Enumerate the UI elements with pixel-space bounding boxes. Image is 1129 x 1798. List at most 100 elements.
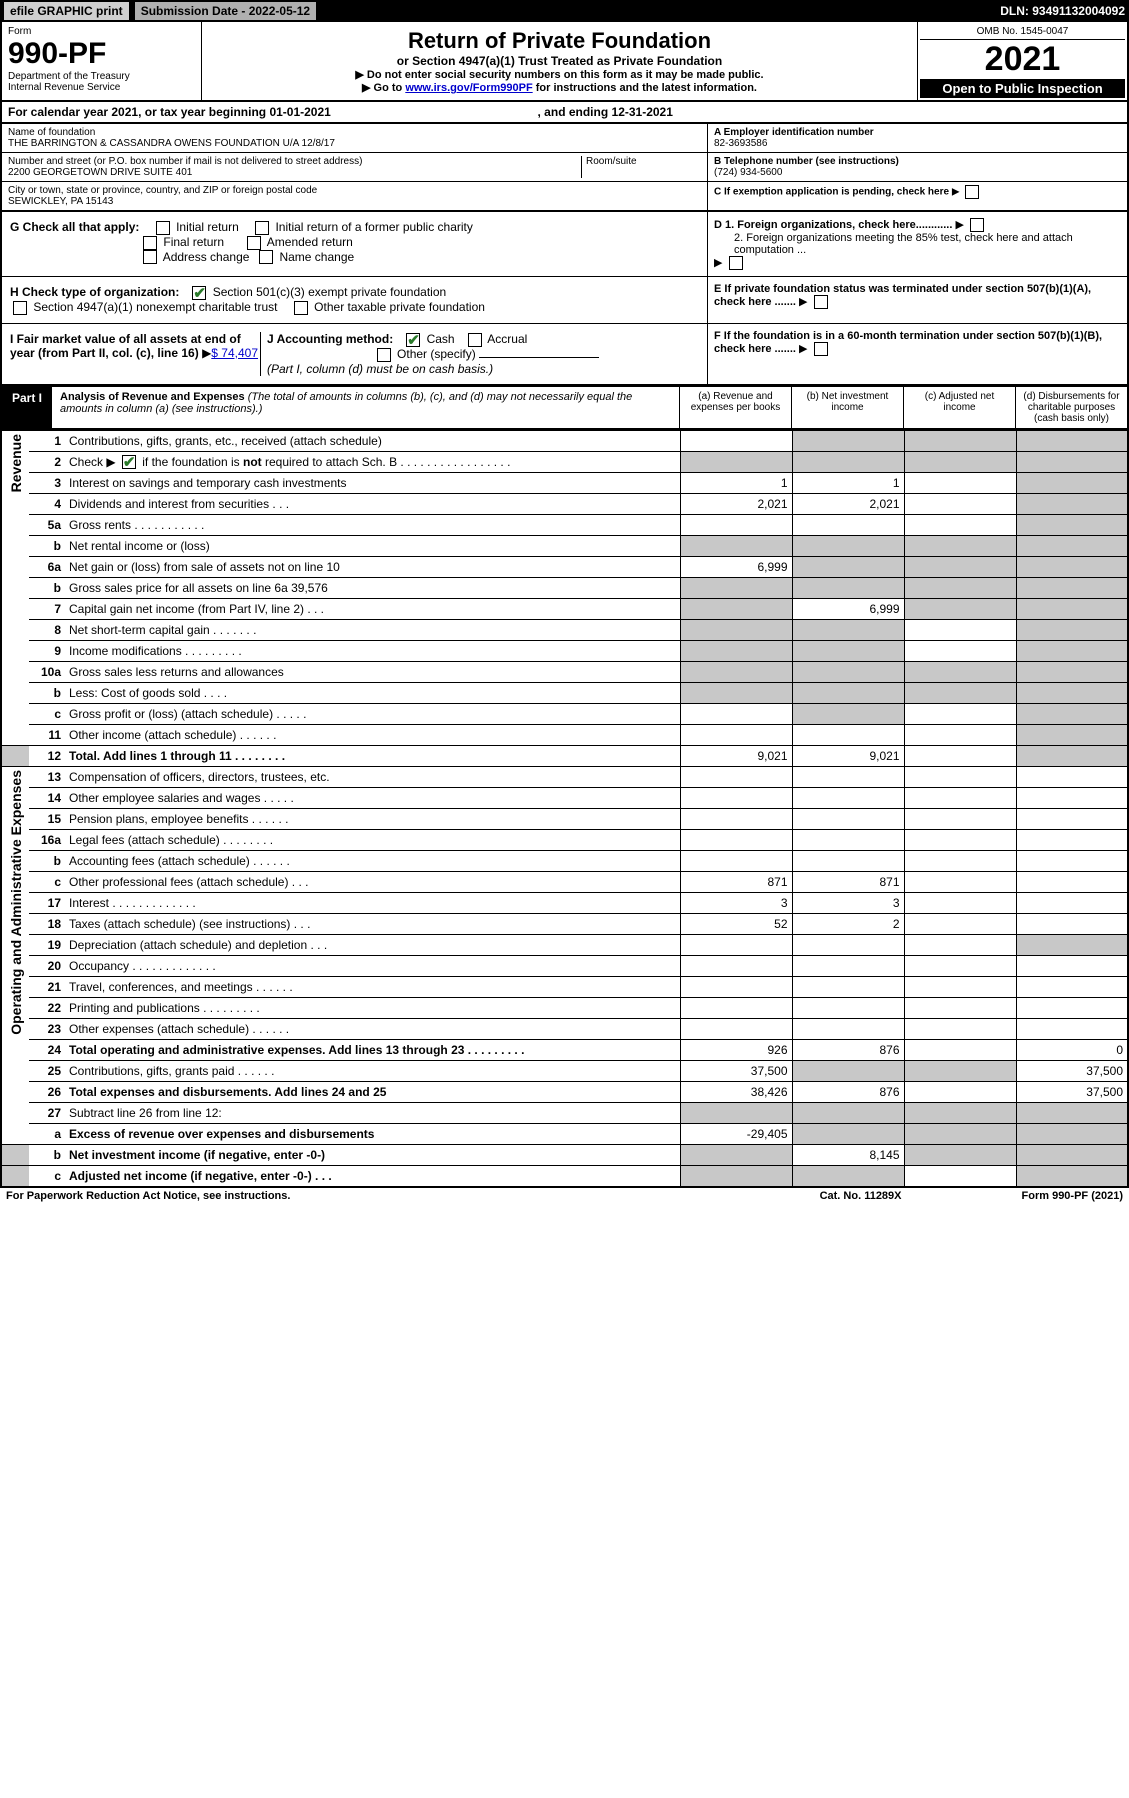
- h1: Section 501(c)(3) exempt private foundat…: [213, 285, 446, 299]
- f-checkbox[interactable]: [814, 342, 828, 356]
- e-section: E If private foundation status was termi…: [707, 277, 1127, 323]
- table-row: 23Other expenses (attach schedule) . . .…: [1, 1019, 1128, 1040]
- i-label: I Fair market value of all assets at end…: [10, 332, 241, 360]
- form-left: Form 990-PF Department of the Treasury I…: [2, 22, 202, 100]
- g-address[interactable]: [143, 250, 157, 264]
- table-row: aExcess of revenue over expenses and dis…: [1, 1124, 1128, 1145]
- c-cell: C If exemption application is pending, c…: [708, 182, 1127, 202]
- form-title: Return of Private Foundation: [208, 28, 911, 54]
- calyear-pre: For calendar year 2021, or tax year begi…: [8, 105, 331, 119]
- submission-date: Submission Date - 2022-05-12: [135, 2, 316, 20]
- top-bar: efile GRAPHIC print Submission Date - 20…: [0, 0, 1129, 22]
- e-label: E If private foundation status was termi…: [714, 283, 1091, 308]
- table-row: bAccounting fees (attach schedule) . . .…: [1, 851, 1128, 872]
- g-initial-former[interactable]: [255, 221, 269, 235]
- tax-year: 2021: [920, 40, 1125, 79]
- room-label: Room/suite: [581, 156, 701, 178]
- table-row: 25Contributions, gifts, grants paid . . …: [1, 1061, 1128, 1082]
- table-row: 5aGross rents . . . . . . . . . . .: [1, 515, 1128, 536]
- line-desc: Contributions, gifts, grants, etc., rece…: [65, 430, 680, 451]
- expenses-side: Operating and Administrative Expenses: [1, 767, 29, 1145]
- j-accrual[interactable]: [468, 333, 482, 347]
- table-row: 7Capital gain net income (from Part IV, …: [1, 599, 1128, 620]
- form-label: Form: [8, 26, 195, 37]
- ij-section: I Fair market value of all assets at end…: [2, 324, 707, 384]
- dept: Department of the Treasury: [8, 71, 195, 82]
- c-label: C If exemption application is pending, c…: [714, 187, 949, 198]
- table-row: 21Travel, conferences, and meetings . . …: [1, 977, 1128, 998]
- table-row: 8Net short-term capital gain . . . . . .…: [1, 620, 1128, 641]
- table-row: bNet rental income or (loss): [1, 536, 1128, 557]
- g-name[interactable]: [259, 250, 273, 264]
- table-row: cGross profit or (loss) (attach schedule…: [1, 704, 1128, 725]
- h3: Other taxable private foundation: [314, 300, 485, 314]
- f-section: F If the foundation is in a 60-month ter…: [707, 324, 1127, 384]
- addr-label: Number and street (or P.O. box number if…: [8, 156, 581, 167]
- table-row: bGross sales price for all assets on lin…: [1, 578, 1128, 599]
- g6: Name change: [279, 250, 354, 264]
- schb-checkbox[interactable]: [122, 455, 136, 469]
- d2: 2. Foreign organizations meeting the 85%…: [714, 232, 1121, 256]
- phone-label: B Telephone number (see instructions): [714, 156, 1121, 167]
- part1-title: Analysis of Revenue and Expenses: [60, 391, 245, 403]
- j2: Accrual: [487, 332, 527, 346]
- irs-link[interactable]: www.irs.gov/Form990PF: [405, 82, 532, 94]
- name-label: Name of foundation: [8, 127, 701, 138]
- footer-left: For Paperwork Reduction Act Notice, see …: [6, 1190, 290, 1202]
- g-final[interactable]: [143, 236, 157, 250]
- part1-table: Revenue 1Contributions, gifts, grants, e…: [0, 430, 1129, 1189]
- col-b-hdr: (b) Net investment income: [791, 387, 903, 428]
- table-row: 14Other employee salaries and wages . . …: [1, 788, 1128, 809]
- table-row: 3Interest on savings and temporary cash …: [1, 473, 1128, 494]
- dln: DLN: 93491132004092: [1000, 4, 1125, 18]
- addr-cell: Number and street (or P.O. box number if…: [2, 153, 707, 182]
- phone-cell: B Telephone number (see instructions) (7…: [708, 153, 1127, 182]
- form-subtitle: or Section 4947(a)(1) Trust Treated as P…: [208, 54, 911, 68]
- j-other[interactable]: [377, 348, 391, 362]
- j3: Other (specify): [397, 347, 476, 361]
- h-501c3[interactable]: [192, 286, 206, 300]
- j-note: (Part I, column (d) must be on cash basi…: [267, 362, 493, 376]
- open-public: Open to Public Inspection: [920, 79, 1125, 98]
- e-checkbox[interactable]: [814, 295, 828, 309]
- c-checkbox[interactable]: [965, 185, 979, 199]
- col-c-hdr: (c) Adjusted net income: [903, 387, 1015, 428]
- table-row: 19Depreciation (attach schedule) and dep…: [1, 935, 1128, 956]
- ein-label: A Employer identification number: [714, 127, 1121, 138]
- foundation-name: THE BARRINGTON & CASSANDRA OWENS FOUNDAT…: [8, 138, 701, 149]
- d-section: D 1. Foreign organizations, check here..…: [707, 212, 1127, 276]
- d2-checkbox[interactable]: [729, 256, 743, 270]
- city-cell: City or town, state or province, country…: [2, 182, 707, 210]
- table-row: 26Total expenses and disbursements. Add …: [1, 1082, 1128, 1103]
- d1: D 1. Foreign organizations, check here..…: [714, 219, 952, 231]
- g-initial[interactable]: [156, 221, 170, 235]
- ein-cell: A Employer identification number 82-3693…: [708, 124, 1127, 153]
- g-amended[interactable]: [247, 236, 261, 250]
- footer-mid: Cat. No. 11289X: [820, 1190, 902, 1202]
- inst2-post: for instructions and the latest informat…: [533, 82, 757, 94]
- g3: Final return: [163, 235, 224, 249]
- table-row: cAdjusted net income (if negative, enter…: [1, 1166, 1128, 1188]
- efile-badge[interactable]: efile GRAPHIC print: [4, 2, 129, 20]
- table-row: 17Interest . . . . . . . . . . . . . 33: [1, 893, 1128, 914]
- h2: Section 4947(a)(1) nonexempt charitable …: [33, 300, 277, 314]
- d1-checkbox[interactable]: [970, 218, 984, 232]
- col-a-hdr: (a) Revenue and expenses per books: [679, 387, 791, 428]
- f-label: F If the foundation is in a 60-month ter…: [714, 330, 1102, 355]
- omb: OMB No. 1545-0047: [920, 24, 1125, 40]
- name-cell: Name of foundation THE BARRINGTON & CASS…: [2, 124, 707, 153]
- table-row: 27Subtract line 26 from line 12:: [1, 1103, 1128, 1124]
- i-val[interactable]: $ 74,407: [211, 346, 258, 360]
- revenue-side: Revenue: [1, 430, 29, 746]
- j-cash[interactable]: [406, 333, 420, 347]
- h-other[interactable]: [294, 301, 308, 315]
- table-row: 4Dividends and interest from securities …: [1, 494, 1128, 515]
- table-row: Revenue 1Contributions, gifts, grants, e…: [1, 430, 1128, 451]
- identity-grid: Name of foundation THE BARRINGTON & CASS…: [0, 124, 1129, 212]
- table-row: cOther professional fees (attach schedul…: [1, 872, 1128, 893]
- col-d-hdr: (d) Disbursements for charitable purpose…: [1015, 387, 1127, 428]
- h-4947[interactable]: [13, 301, 27, 315]
- part1-header: Part I Analysis of Revenue and Expenses …: [0, 386, 1129, 430]
- j1: Cash: [427, 332, 455, 346]
- part1-desc: Analysis of Revenue and Expenses (The to…: [52, 387, 679, 428]
